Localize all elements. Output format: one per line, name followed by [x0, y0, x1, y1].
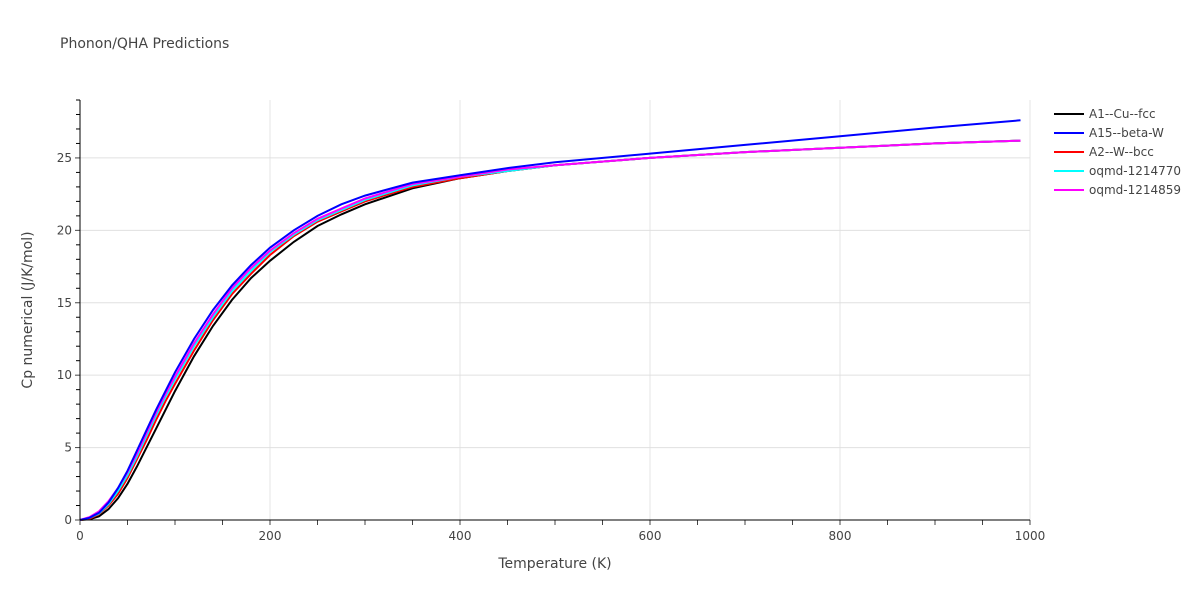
legend-item[interactable]: A15--beta-W — [1054, 126, 1164, 140]
legend-item[interactable]: oqmd-1214859 — [1054, 183, 1181, 197]
legend-item[interactable]: A2--W--bcc — [1054, 145, 1154, 159]
axes: 0 200 400 600 800 1000 0 5 10 15 20 25 — [57, 99, 1046, 543]
x-tick-label: 0 — [76, 529, 84, 543]
x-tick-label: 200 — [259, 529, 282, 543]
legend-label: A15--beta-W — [1089, 126, 1164, 140]
legend[interactable]: A1--Cu--fcc A15--beta-W A2--W--bcc oqmd-121… — [1054, 107, 1181, 197]
series-line — [79, 119, 1021, 521]
y-tick-label: 20 — [57, 223, 72, 237]
series-line — [79, 139, 1021, 521]
legend-item[interactable]: A1--Cu--fcc — [1054, 107, 1156, 121]
chart-title: Phonon/QHA Predictions — [60, 36, 230, 52]
x-tick-label: 600 — [639, 529, 662, 543]
legend-label: A2--W--bcc — [1089, 145, 1154, 159]
series-line — [79, 139, 1021, 521]
x-tick-label: 1000 — [1015, 529, 1046, 543]
y-tick-label: 25 — [57, 151, 72, 165]
x-tick-label: 400 — [449, 529, 472, 543]
y-tick-label: 15 — [57, 296, 72, 310]
series-line — [79, 139, 1021, 521]
legend-label: oqmd-1214770 — [1089, 164, 1181, 178]
series-lines — [79, 119, 1021, 521]
grid-lines — [80, 100, 1031, 520]
x-axis-title: Temperature (K) — [497, 556, 611, 572]
y-axis-title: Cp numerical (J/K/mol) — [20, 231, 36, 388]
legend-label: A1--Cu--fcc — [1089, 107, 1156, 121]
x-tick-label: 800 — [829, 529, 852, 543]
legend-item[interactable]: oqmd-1214770 — [1054, 164, 1181, 178]
y-tick-label: 10 — [57, 368, 72, 382]
legend-label: oqmd-1214859 — [1089, 183, 1181, 197]
y-tick-label: 0 — [64, 513, 72, 527]
series-line — [79, 139, 1021, 521]
y-tick-label: 5 — [64, 441, 72, 455]
